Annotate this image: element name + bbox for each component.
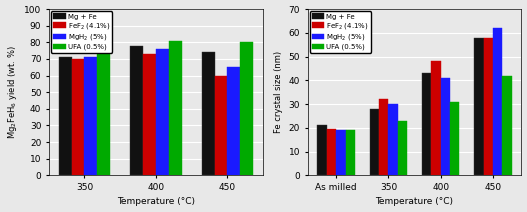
X-axis label: Temperature (°C): Temperature (°C) bbox=[117, 197, 195, 206]
Bar bbox=[441, 78, 450, 175]
Bar bbox=[431, 61, 441, 175]
Bar bbox=[450, 102, 460, 175]
Bar bbox=[214, 75, 227, 175]
Bar bbox=[227, 67, 240, 175]
Bar bbox=[388, 104, 398, 175]
Bar bbox=[169, 41, 182, 175]
Bar bbox=[130, 46, 143, 175]
Bar bbox=[58, 57, 72, 175]
Y-axis label: Fe crystal size (nm): Fe crystal size (nm) bbox=[274, 51, 283, 133]
X-axis label: Temperature (°C): Temperature (°C) bbox=[376, 197, 454, 206]
Bar bbox=[493, 28, 502, 175]
Bar bbox=[336, 130, 346, 175]
Bar bbox=[483, 38, 493, 175]
Bar bbox=[327, 129, 336, 175]
Y-axis label: Mg$_2$FeH$_6$ yield (wt. %): Mg$_2$FeH$_6$ yield (wt. %) bbox=[6, 45, 18, 139]
Bar bbox=[346, 130, 355, 175]
Bar bbox=[240, 42, 253, 175]
Bar bbox=[202, 52, 214, 175]
Legend: Mg + Fe, FeF$_2$ (4.1%), MgH$_2$ (5%), UFA (0.5%): Mg + Fe, FeF$_2$ (4.1%), MgH$_2$ (5%), U… bbox=[51, 11, 112, 53]
Bar bbox=[502, 75, 512, 175]
Bar bbox=[97, 54, 110, 175]
Bar bbox=[143, 54, 156, 175]
Bar bbox=[474, 38, 483, 175]
Bar bbox=[156, 49, 169, 175]
Bar bbox=[369, 109, 379, 175]
Bar bbox=[422, 73, 431, 175]
Legend: Mg + Fe, FeF$_2$ (4.1%), MgH$_2$ (5%), UFA (0.5%): Mg + Fe, FeF$_2$ (4.1%), MgH$_2$ (5%), U… bbox=[310, 11, 371, 53]
Bar bbox=[379, 99, 388, 175]
Bar bbox=[398, 121, 407, 175]
Bar bbox=[72, 59, 84, 175]
Bar bbox=[84, 57, 97, 175]
Bar bbox=[317, 125, 327, 175]
